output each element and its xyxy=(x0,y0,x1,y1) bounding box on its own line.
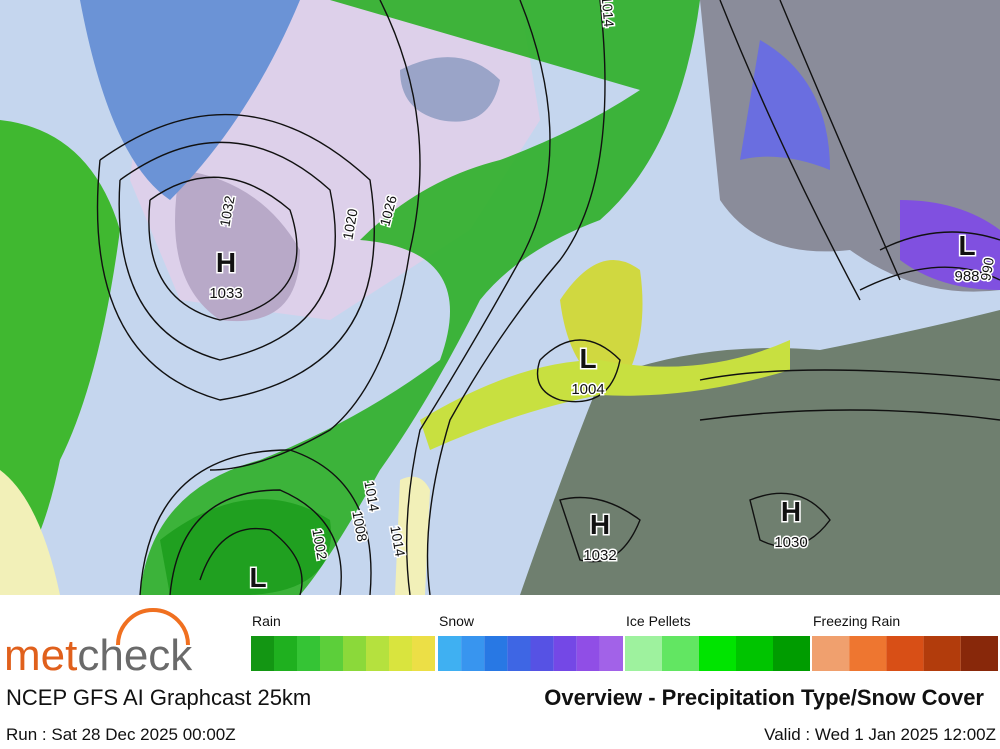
pressure-centers: H 1033 L 1004 H 1032 H 1030 L 988 L xyxy=(208,229,981,595)
iceland xyxy=(400,57,500,122)
legend-swatch xyxy=(576,636,600,671)
isobar xyxy=(719,0,861,301)
warm-sector xyxy=(0,470,60,595)
isobar-label: 1020 xyxy=(339,207,360,241)
frontal-rain-band xyxy=(140,0,700,595)
atlantic-rain-west xyxy=(0,120,120,595)
isobar xyxy=(148,176,298,321)
pressure-value: 1030 xyxy=(774,534,807,551)
legend-swatch xyxy=(507,636,531,671)
pressure-value: 1004 xyxy=(571,381,604,398)
heavy-rain-band xyxy=(420,340,790,450)
pressure-symbol: H xyxy=(590,509,610,540)
legend-swatch xyxy=(886,636,924,671)
legend-label: Freezing Rain xyxy=(813,613,900,629)
title: Overview - Precipitation Type/Snow Cover xyxy=(544,685,984,710)
isobar xyxy=(879,231,1000,251)
legend-swatch xyxy=(484,636,508,671)
logo-prefix: met xyxy=(4,631,77,680)
isobar xyxy=(699,409,1000,421)
isobar xyxy=(426,0,606,596)
legend-swatch xyxy=(530,636,554,671)
legend-swatch xyxy=(699,636,736,671)
legend-swatch xyxy=(773,636,810,671)
pressure-symbol: L xyxy=(958,230,975,261)
pressure-value: 1032 xyxy=(583,547,616,564)
isobar xyxy=(536,339,621,403)
legend-swatch xyxy=(412,636,435,671)
isobar xyxy=(118,141,336,361)
baltic-snow xyxy=(900,200,1000,290)
isobar xyxy=(405,0,551,596)
legend-swatch xyxy=(923,636,961,671)
pressure-value: 1033 xyxy=(209,285,242,302)
legend: Rain Snow Ice Pellets Freezing Rain xyxy=(251,613,998,671)
legend-swatch xyxy=(320,636,343,671)
legend-swatch xyxy=(251,636,274,671)
legend-swatch xyxy=(960,636,998,671)
pressure-symbol: H xyxy=(781,496,801,527)
legend-swatch xyxy=(599,636,623,671)
legend-swatch xyxy=(438,636,462,671)
legend-swatch xyxy=(274,636,297,671)
logo: metcheck xyxy=(4,631,193,680)
isobar xyxy=(749,492,831,548)
isobar xyxy=(559,496,641,563)
legend-swatch xyxy=(461,636,485,671)
legend-swatch xyxy=(736,636,773,671)
legend-swatch xyxy=(343,636,366,671)
legend-swatch xyxy=(297,636,320,671)
isobar-label: 1014 xyxy=(599,0,618,28)
isobar xyxy=(859,266,1000,291)
isobar xyxy=(699,369,1000,381)
run-time: Run : Sat 28 Dec 2025 00:00Z xyxy=(6,725,236,744)
footer-bg xyxy=(0,595,1000,749)
pressure-value: 988 xyxy=(954,268,979,285)
legend-swatch xyxy=(389,636,412,671)
legend-label: Rain xyxy=(252,613,281,629)
isobar xyxy=(779,0,901,281)
greenland-snow xyxy=(80,0,300,200)
legend-label: Ice Pellets xyxy=(626,613,691,629)
model-name: NCEP GFS AI Graphcast 25km xyxy=(6,685,311,710)
legend-swatch xyxy=(812,636,850,671)
logo-sun xyxy=(116,608,190,646)
pressure-symbol: H xyxy=(216,247,236,278)
logo-suffix: check xyxy=(77,631,193,680)
isobar xyxy=(169,489,342,596)
isobar-label: 1014 xyxy=(361,479,382,513)
valid-time: Valid : Wed 1 Jan 2025 12:00Z xyxy=(764,725,996,744)
isobar xyxy=(96,113,375,401)
footer: metcheck Rain Snow Ice Pellets Freezing Rai… xyxy=(0,595,1000,749)
legend-swatch xyxy=(662,636,699,671)
isobar-label: 990 xyxy=(977,256,997,282)
isobar-label: 1002 xyxy=(309,527,330,561)
pressure-symbol: L xyxy=(579,343,596,374)
legend-swatch xyxy=(849,636,887,671)
uk-rain xyxy=(560,260,643,390)
legend-swatch xyxy=(625,636,662,671)
snow-cover xyxy=(175,170,300,322)
scandinavia-snow xyxy=(740,40,830,170)
isobar xyxy=(209,0,421,471)
legend-swatch xyxy=(553,636,577,671)
isobar xyxy=(199,527,303,596)
legend-swatch xyxy=(366,636,389,671)
pressure-symbol: L xyxy=(249,562,266,593)
legend-label: Snow xyxy=(439,613,475,629)
isobar xyxy=(139,449,372,596)
warm-sector xyxy=(395,476,430,595)
